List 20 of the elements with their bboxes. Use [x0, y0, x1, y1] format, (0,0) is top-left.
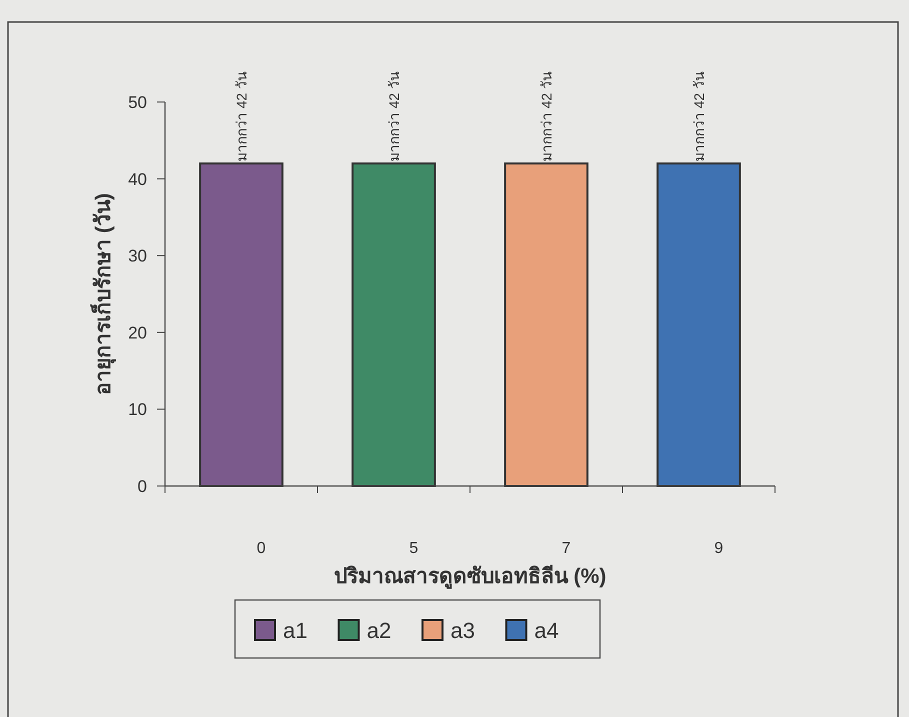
legend-label: a3 — [450, 618, 475, 643]
y-tick-label: 10 — [128, 400, 147, 420]
x-tick-label: 0 — [256, 540, 266, 557]
y-tick-label: 0 — [138, 477, 147, 496]
x-tick-label: 9 — [714, 540, 724, 557]
data-label: มากกว่า 42 วัน — [386, 71, 402, 162]
data-label: มากกว่า 42 วัน — [233, 71, 250, 162]
data-label: มากกว่า 42 วัน — [538, 71, 554, 162]
legend-label: a1 — [283, 618, 308, 643]
y-tick-label: 50 — [128, 93, 147, 112]
legend-label: a2 — [366, 618, 392, 643]
data-label: มากกว่า 42 วัน — [690, 71, 707, 162]
y-tick-label: 30 — [128, 246, 147, 266]
y-axis-title: อายุการเก็บรักษา (วัน) — [89, 193, 117, 395]
x-tick-label: 5 — [409, 540, 418, 557]
y-tick-label: 20 — [128, 323, 147, 342]
legend-label: a4 — [534, 618, 559, 643]
x-axis-title: ปริมาณสารดูดซับเอทธิลีน (%) — [334, 564, 606, 590]
x-tick-label: 7 — [562, 540, 571, 557]
y-tick-label: 40 — [128, 170, 147, 189]
